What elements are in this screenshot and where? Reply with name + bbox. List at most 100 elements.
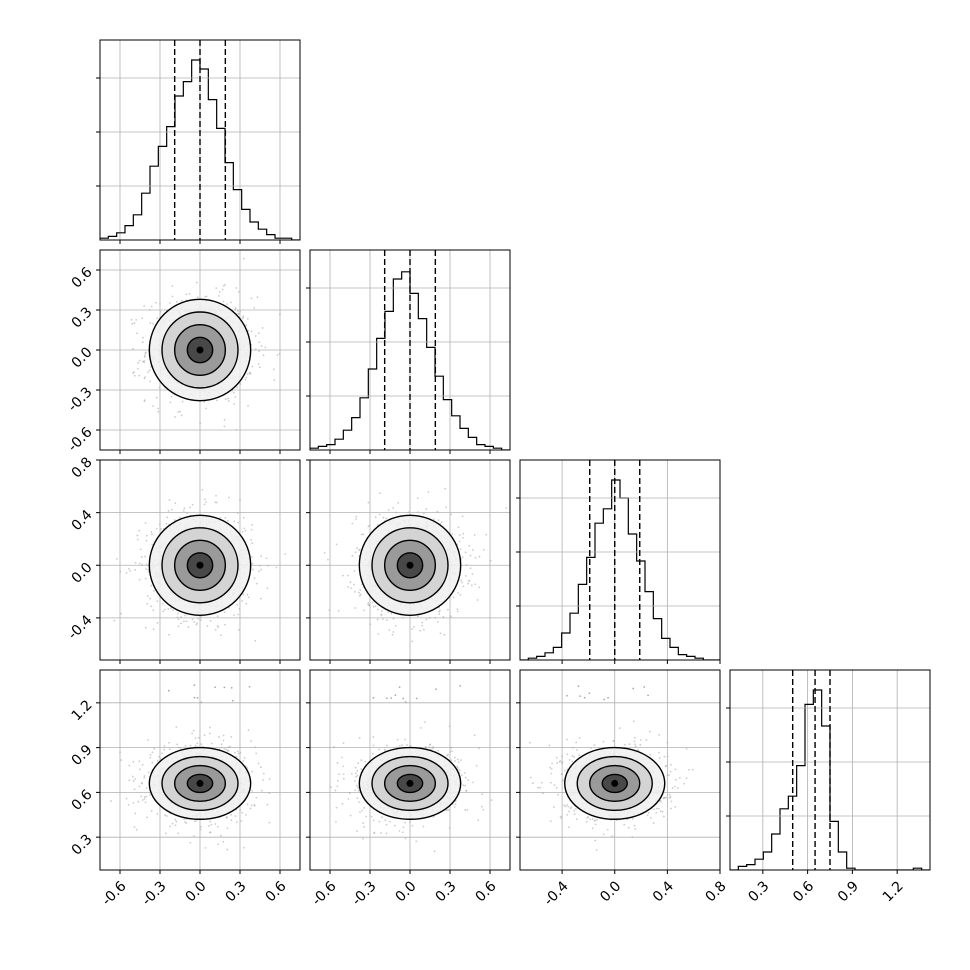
sample-point <box>185 822 188 825</box>
sample-point <box>253 577 256 580</box>
sample-point <box>422 825 425 828</box>
sample-point <box>159 757 162 760</box>
sample-point <box>223 611 226 614</box>
sample-point <box>423 628 425 631</box>
contour-line <box>371 527 449 604</box>
sample-point <box>423 721 426 723</box>
sample-point <box>257 332 260 335</box>
contour-line <box>383 764 437 803</box>
panel-frame <box>519 459 721 661</box>
sample-point <box>148 369 151 372</box>
sample-point <box>218 291 221 293</box>
sample-point <box>355 775 358 778</box>
sample-point <box>585 821 588 823</box>
sample-point <box>268 792 271 795</box>
sample-point <box>170 607 172 609</box>
sample-point <box>237 290 240 293</box>
y-tick-label: 0.0 <box>69 560 96 587</box>
sample-point <box>367 525 370 528</box>
contour-line <box>161 311 239 389</box>
sample-point <box>476 599 479 601</box>
sample-point <box>421 621 424 624</box>
x-tick-label: 0.0 <box>393 878 420 905</box>
sample-point <box>669 763 672 766</box>
peak-marker <box>196 779 204 787</box>
sample-point <box>218 295 220 297</box>
sample-point <box>560 817 563 819</box>
sample-point <box>262 354 265 357</box>
sample-point <box>227 496 230 499</box>
sample-point <box>168 748 171 751</box>
sample-point <box>342 777 345 780</box>
sample-point <box>180 414 183 417</box>
sample-point <box>158 523 161 526</box>
sample-point <box>457 592 459 594</box>
sample-point <box>668 796 671 799</box>
sample-point <box>138 529 141 532</box>
sample-point <box>246 803 249 806</box>
x-tick-label: -0.3 <box>139 878 170 909</box>
sample-point <box>223 418 226 421</box>
sample-point <box>143 796 146 798</box>
sample-point <box>167 510 170 512</box>
sample-point <box>210 823 213 826</box>
sample-point <box>195 623 198 626</box>
sample-point <box>573 809 576 812</box>
sample-point <box>401 617 404 619</box>
sample-point <box>224 623 226 626</box>
sample-point <box>143 356 146 358</box>
sample-point <box>131 322 134 325</box>
sample-point <box>647 811 650 814</box>
sample-point <box>372 819 375 822</box>
sample-point <box>275 566 278 569</box>
sample-point <box>475 764 478 767</box>
sample-point <box>347 574 349 577</box>
sample-point <box>417 615 419 618</box>
sample-point <box>444 487 447 490</box>
sample-point <box>233 403 235 405</box>
sample-point <box>347 586 350 588</box>
sample-point <box>372 605 375 608</box>
plot-area <box>310 460 510 660</box>
sample-point <box>255 582 258 585</box>
sample-point <box>471 549 474 551</box>
sample-point <box>425 508 428 511</box>
sample-point <box>380 832 382 834</box>
sample-point <box>222 734 225 737</box>
sample-point <box>237 628 240 631</box>
contour-line <box>148 514 252 616</box>
sample-point <box>460 774 463 776</box>
sample-point <box>170 395 173 398</box>
sample-point <box>243 527 246 530</box>
sample-point <box>237 752 240 755</box>
sample-point <box>149 793 152 796</box>
sample-point <box>138 578 141 581</box>
sample-point <box>237 521 239 524</box>
sample-point <box>368 604 370 607</box>
sample-point <box>457 526 460 529</box>
sample-point <box>174 818 177 821</box>
sample-point <box>222 739 225 742</box>
sample-point <box>182 509 185 512</box>
sample-point <box>341 756 343 759</box>
sample-point <box>241 317 244 320</box>
sample-point <box>428 746 431 749</box>
sample-point <box>264 346 267 349</box>
sample-point <box>189 744 192 747</box>
sample-point <box>180 622 182 625</box>
sample-point <box>396 738 399 741</box>
sample-point <box>203 400 206 403</box>
sample-point <box>349 814 352 817</box>
sample-point <box>404 837 407 840</box>
contour-line <box>186 773 214 794</box>
sample-point <box>390 697 393 699</box>
sample-point <box>450 513 453 516</box>
sample-point <box>655 807 658 810</box>
sample-point <box>250 538 253 541</box>
sample-point <box>192 729 195 732</box>
sample-point <box>347 797 350 800</box>
sample-point <box>258 366 261 369</box>
sample-point <box>247 596 250 599</box>
sample-point <box>251 365 254 368</box>
sample-point <box>192 835 195 837</box>
